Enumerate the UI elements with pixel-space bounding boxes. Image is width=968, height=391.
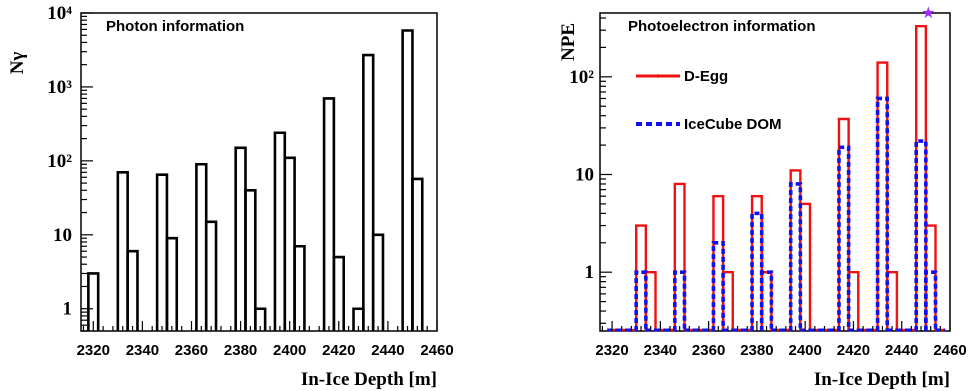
x-tick-label: 2360 [692,342,725,359]
histogram-bin [87,272,100,331]
y-tick-label: 10⁴ [47,3,72,24]
photon-info-annotation: Photon information [106,18,244,35]
histogram-bin [759,270,774,331]
legend-icecube-label: IceCube DOM [684,116,782,133]
series-icecube-dom [607,96,946,332]
x-tick-label: 2420 [837,342,870,359]
photon-bars [87,29,424,331]
photoelectron-info-annotation: Photoelectron information [628,18,816,35]
npe-bars [607,24,946,332]
y-tick-label: 1 [63,299,73,320]
histogram-bin [244,188,257,331]
x-tick-label: 2400 [788,342,821,359]
x-tick-label: 2460 [420,342,453,359]
y-axis-label: Nγ [7,52,28,75]
histogram-bin [875,96,890,331]
histogram-bin [711,240,725,331]
x-tick-label: 2320 [77,342,110,359]
histogram-bin [234,146,247,331]
y-tick-label: 10² [47,151,72,172]
x-tick-label: 2320 [595,342,628,359]
histogram-bin [401,29,414,331]
histogram-bin [204,220,218,331]
x-tick-label: 2440 [885,342,918,359]
legend-degg-label: D-Egg [684,68,728,85]
x-tick-label: 2380 [224,342,257,359]
x-tick-label: 2360 [175,342,208,359]
histogram-bin [283,156,296,331]
y-axis-ticks: 1 10 10² 10³ 10⁴ [47,3,93,332]
histogram-bin [254,307,267,331]
histogram-bin [155,173,169,331]
histogram-bin [673,270,687,331]
y-tick-label: 10³ [47,77,72,98]
y-tick-label: 10 [575,164,594,185]
histogram-bin [362,53,375,331]
histogram-bin [332,255,346,331]
histogram-bin [116,171,129,331]
x-tick-label: 2460 [933,342,966,359]
histogram-bin [126,249,139,331]
x-tick-label: 2380 [740,342,773,359]
series-photons [87,29,424,331]
series-d-egg [607,24,946,332]
x-tick-label: 2340 [644,342,677,359]
photoelectron-histogram-panel: 2320 2340 2360 2380 2400 2420 2440 2460 11010² … [558,5,967,390]
histogram-bin [371,233,385,331]
histogram-bin [837,145,851,331]
x-tick-label: 2440 [371,342,404,359]
legend-item-degg: D-Egg [636,68,728,85]
histogram-bin [411,177,424,331]
x-axis-label: In-Ice Depth [m] [814,369,950,390]
legend-degg-marker [656,74,660,78]
histogram-bin [914,139,928,331]
y-tick-label: 10 [53,225,72,246]
histogram-bin [273,131,287,331]
legend: D-Egg IceCube DOM [636,68,782,133]
histogram-bin [195,162,208,331]
histogram-bin [322,97,336,331]
y-tick-label: 10² [569,67,594,88]
x-tick-label: 2340 [126,342,159,359]
histogram-bin [788,182,803,331]
x-axis-ticks: 2320 2340 2360 2380 2400 2420 2440 2460 [595,321,967,359]
y-tick-label: 1 [585,262,595,283]
x-tick-label: 2420 [322,342,355,359]
photon-histogram-panel: 2320 2340 2360 2380 2400 2420 2440 2460 11010²1… [7,3,454,390]
legend-item-icecube: IceCube DOM [636,116,782,133]
x-tick-label: 2400 [273,342,306,359]
x-axis-label: In-Ice Depth [m] [301,369,437,390]
histogram-bin [293,244,306,331]
x-axis-ticks: 2320 2340 2360 2380 2400 2420 2440 2460 [77,321,454,359]
y-axis-ticks: 1 10 10² [569,17,612,324]
histogram-bin [673,182,686,331]
histogram-bin [634,270,648,331]
histogram-bin [165,236,179,331]
star-marker: ★ [921,5,935,22]
histogram-bin [886,270,899,331]
histogram-bin [924,270,938,331]
y-axis-label: NPE [558,23,579,61]
